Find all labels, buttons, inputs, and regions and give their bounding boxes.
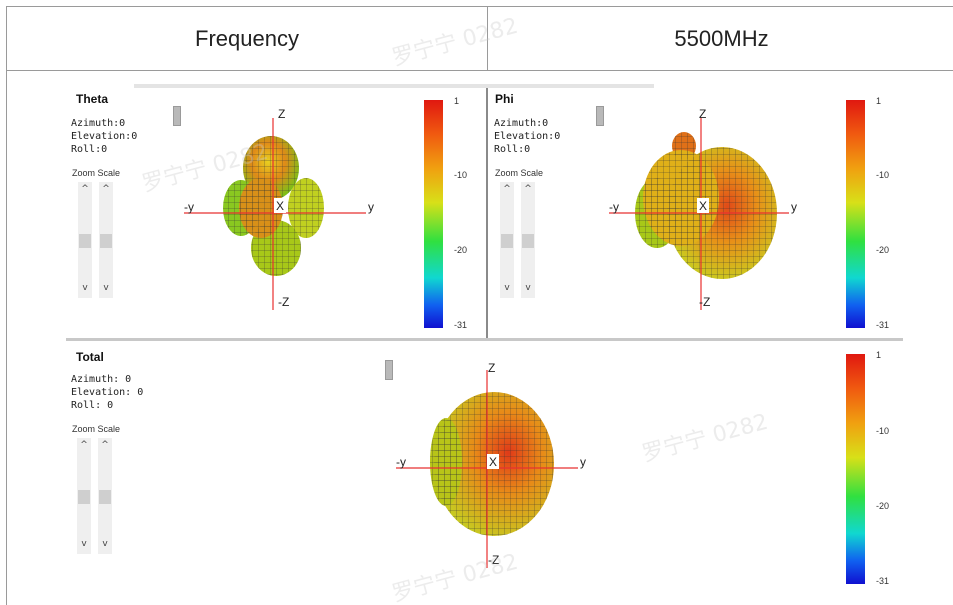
zoom-slider[interactable]: ^ v xyxy=(77,438,91,554)
scale-slider-thumb[interactable] xyxy=(522,234,534,248)
colorbar-tick: -31 xyxy=(454,320,468,330)
chevron-up-icon[interactable]: ^ xyxy=(524,184,532,194)
axis-label-y: y xyxy=(791,200,797,214)
colorbar-tick: -31 xyxy=(876,320,890,330)
panel-divider xyxy=(486,88,488,338)
panel-divider xyxy=(66,338,903,341)
colorbar-tick: -20 xyxy=(876,245,890,255)
colorbar-tick: -10 xyxy=(454,170,468,180)
scale-slider-thumb[interactable] xyxy=(100,234,112,248)
zoom-slider-thumb[interactable] xyxy=(78,490,90,504)
view-handle[interactable] xyxy=(596,106,604,126)
axis-label-neg-z: -Z xyxy=(278,295,289,309)
radiation-lobes xyxy=(223,136,324,276)
axis-label-neg-y: -y xyxy=(184,200,194,214)
orientation-readout: Azimuth: 0 Elevation: 0 Roll: 0 xyxy=(71,374,144,411)
scale-slider[interactable]: ^ v xyxy=(99,182,113,298)
zoom-slider[interactable]: ^ v xyxy=(500,182,514,298)
chevron-down-icon[interactable]: v xyxy=(82,283,88,293)
phi-panel: Phi Azimuth:0 Elevation:0 Roll:0 Zoom Sc… xyxy=(489,88,903,338)
colorbar-tick: -31 xyxy=(876,576,890,586)
zoom-scale-label: Zoom Scale xyxy=(495,168,544,178)
colorbar-tick: 1 xyxy=(876,96,882,106)
theta-panel: Theta Azimuth:0 Elevation:0 Roll:0 Zoom … xyxy=(66,88,486,338)
panel-title: Total xyxy=(76,350,104,364)
colorbar xyxy=(846,100,865,328)
axis-label-neg-z: -Z xyxy=(699,295,710,309)
chevron-down-icon[interactable]: v xyxy=(103,283,109,293)
zoom-slider-thumb[interactable] xyxy=(501,234,513,248)
colorbar-tick: 1 xyxy=(454,96,460,106)
zoom-scale-label: Zoom Scale xyxy=(72,424,121,434)
phi-3d-pattern[interactable]: Z -Z y -y X xyxy=(489,88,903,338)
axis-label-neg-y: -y xyxy=(609,200,619,214)
axis-label-y: y xyxy=(368,200,374,214)
colorbar-tick: -20 xyxy=(454,245,468,255)
panel-title: Theta xyxy=(76,92,109,106)
chevron-up-icon[interactable]: ^ xyxy=(81,184,89,194)
table-header-row: Frequency 5500MHz xyxy=(7,7,953,71)
scale-slider[interactable]: ^ v xyxy=(98,438,112,554)
total-panel: Total Azimuth: 0 Elevation: 0 Roll: 0 Zo… xyxy=(66,342,903,594)
zoom-slider-thumb[interactable] xyxy=(79,234,91,248)
colorbar xyxy=(424,100,443,328)
axis-label-x: X xyxy=(276,199,284,213)
axis-label-z: Z xyxy=(699,107,706,121)
colorbar-tick: -10 xyxy=(876,426,890,436)
axis-label-neg-y: -y xyxy=(396,455,406,469)
view-handle[interactable] xyxy=(385,360,393,380)
axis-label-x: X xyxy=(699,199,707,213)
colorbar-tick: -10 xyxy=(876,170,890,180)
colorbar-tick: 1 xyxy=(876,350,882,360)
colorbar xyxy=(846,354,865,584)
chevron-up-icon[interactable]: ^ xyxy=(503,184,511,194)
axis-label-z: Z xyxy=(278,107,285,121)
chevron-up-icon[interactable]: ^ xyxy=(101,440,109,450)
total-3d-pattern[interactable]: Z -Z y -y X xyxy=(66,342,903,594)
axis-label-x: X xyxy=(489,455,497,469)
chevron-up-icon[interactable]: ^ xyxy=(102,184,110,194)
chevron-down-icon[interactable]: v xyxy=(504,283,510,293)
orientation-readout: Azimuth:0 Elevation:0 Roll:0 xyxy=(71,118,138,155)
axis-label-z: Z xyxy=(488,361,495,375)
panel-title: Phi xyxy=(495,92,514,106)
chevron-down-icon[interactable]: v xyxy=(81,539,87,549)
zoom-slider[interactable]: ^ v xyxy=(78,182,92,298)
chevron-down-icon[interactable]: v xyxy=(102,539,108,549)
frequency-value-cell: 5500MHz xyxy=(674,26,769,51)
axis-label-neg-z: -Z xyxy=(488,553,499,567)
theta-3d-pattern[interactable]: Z -Z y -y X xyxy=(66,88,486,338)
zoom-scale-label: Zoom Scale xyxy=(72,168,121,178)
colorbar-tick: -20 xyxy=(876,501,890,511)
chevron-down-icon[interactable]: v xyxy=(525,283,531,293)
view-handle[interactable] xyxy=(173,106,181,126)
chevron-up-icon[interactable]: ^ xyxy=(80,440,88,450)
orientation-readout: Azimuth:0 Elevation:0 Roll:0 xyxy=(494,118,561,155)
axis-label-y: y xyxy=(580,455,586,469)
spec-table: Frequency 5500MHz xyxy=(6,6,953,605)
toolbar-strip xyxy=(134,84,654,88)
scale-slider-thumb[interactable] xyxy=(99,490,111,504)
frequency-label-cell: Frequency xyxy=(7,7,488,71)
scale-slider[interactable]: ^ v xyxy=(521,182,535,298)
